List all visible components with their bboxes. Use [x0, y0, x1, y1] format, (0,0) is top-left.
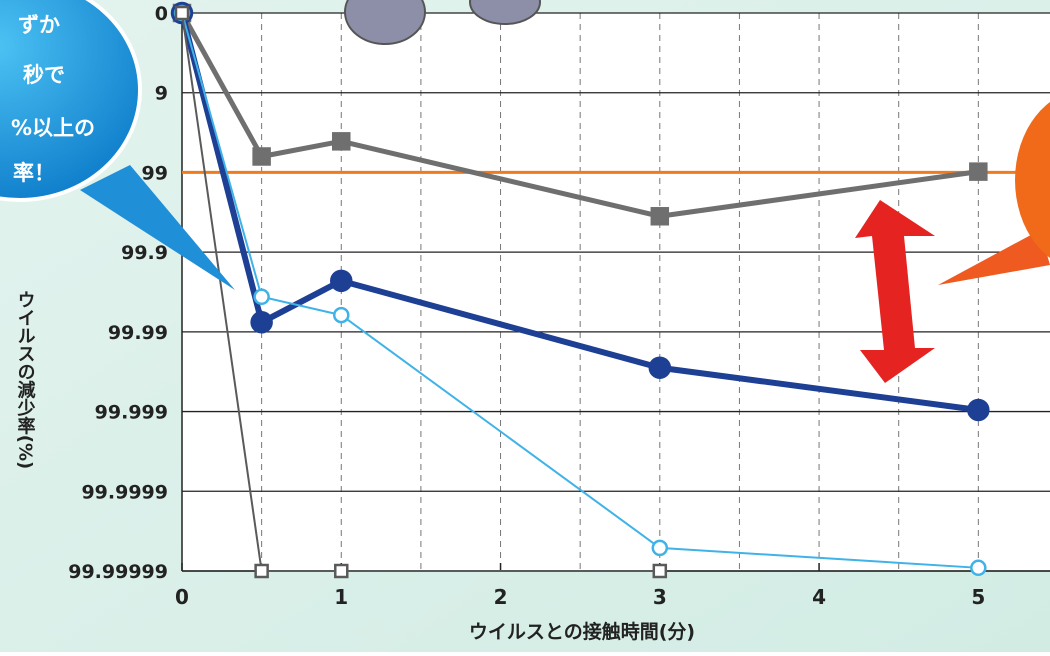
- y-tick-label: 99.99999: [68, 561, 168, 583]
- x-tick-label: 0: [175, 585, 189, 609]
- x-tick-label: 5: [971, 585, 985, 609]
- bubble-text: %以上の: [11, 116, 95, 140]
- speech-bubble: [0, 0, 235, 290]
- x-tick-label: 1: [334, 585, 348, 609]
- data-point: [652, 563, 668, 579]
- data-point: [332, 132, 351, 151]
- data-point: [253, 288, 270, 306]
- red-arrow: [855, 200, 935, 383]
- y-tick-label: 99.999: [95, 402, 168, 424]
- data-point: [651, 539, 669, 557]
- data-point: [330, 269, 353, 293]
- data-point: [967, 398, 990, 422]
- data-point: [969, 162, 988, 181]
- bubble-text: 秒で: [23, 63, 65, 87]
- data-point: [970, 559, 987, 577]
- y-tick-label: 9: [155, 83, 168, 105]
- data-point: [333, 306, 350, 324]
- y-tick-label: 99.99: [108, 322, 168, 344]
- x-tick-label: 2: [494, 585, 508, 609]
- data-point: [648, 356, 672, 379]
- data-point: [250, 311, 273, 334]
- data-point: [174, 5, 190, 21]
- data-point: [254, 563, 269, 579]
- virus-icons: [344, 0, 541, 45]
- x-tick-label: 3: [653, 585, 667, 609]
- data-point: [252, 147, 271, 166]
- y-tick-label: 99: [142, 162, 168, 184]
- series-line: [181, 12, 660, 572]
- x-tick-label: 4: [812, 585, 826, 609]
- data-point: [650, 207, 670, 226]
- y-tick-label: 99.9: [121, 242, 168, 264]
- bubble-text: ずか: [18, 13, 60, 37]
- x-axis-label: ウイルスとの接触時間(分): [469, 620, 695, 643]
- bubble-text: 率！: [13, 161, 55, 185]
- data-point: [334, 563, 349, 579]
- orange-callout: [938, 102, 1050, 285]
- y-tick-label: 0: [155, 3, 168, 25]
- y-axis-label: ウイルスの減少率(%): [15, 291, 37, 470]
- y-tick-label: 99.9999: [81, 481, 168, 503]
- plot-area: [182, 13, 1050, 571]
